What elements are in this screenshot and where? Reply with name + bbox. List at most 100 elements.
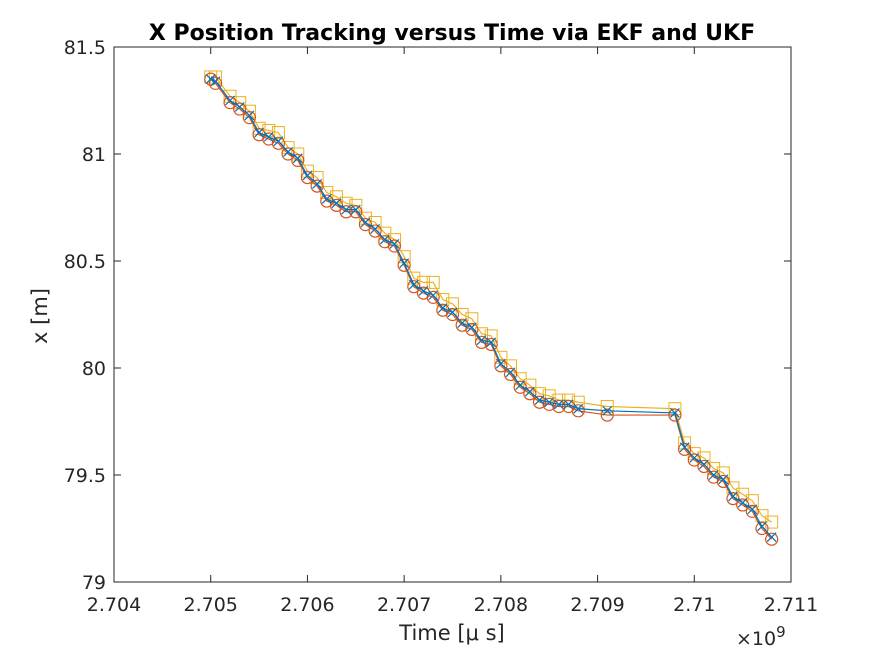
- truth-point: [234, 101, 245, 112]
- ekf-point: [426, 290, 440, 304]
- y-axis-label: x [m]: [28, 288, 52, 344]
- truth-point: [728, 491, 738, 502]
- truth-point: [466, 322, 477, 333]
- truth-point: [244, 110, 255, 121]
- y-tick-label: 80: [82, 358, 106, 380]
- truth-point: [766, 532, 777, 542]
- truth-point: [544, 397, 555, 408]
- ekf-point: [697, 459, 711, 474]
- truth-point: [708, 470, 719, 480]
- truth-point: [302, 170, 313, 181]
- x-tick-label: 2.706: [280, 594, 334, 616]
- truth-point: [524, 386, 535, 397]
- ekf-point: [271, 136, 286, 150]
- truth-point: [283, 146, 294, 157]
- truth-point: [437, 303, 448, 314]
- truth-point: [747, 504, 758, 515]
- truth-point: [273, 136, 284, 147]
- x-exponent-power: 9: [776, 623, 786, 641]
- axes-box: [113, 46, 792, 583]
- truth-point: [399, 258, 410, 269]
- ekf-point: [745, 504, 759, 518]
- ukf-point: [600, 400, 614, 414]
- truth-point: [505, 367, 516, 378]
- ekf-point: [678, 442, 692, 456]
- y-tick-label: 79: [82, 572, 106, 594]
- ekf-point: [523, 387, 537, 401]
- truth-point: [379, 234, 390, 245]
- ekf-point: [494, 359, 508, 373]
- ekf-point: [755, 521, 769, 536]
- y-tick-label: 81.5: [64, 37, 106, 59]
- truth-point: [408, 279, 419, 290]
- truth-point: [486, 337, 497, 348]
- chart-title: X Position Tracking versus Time via EKF …: [149, 21, 755, 46]
- x-axis: 2.704 2.705 2.706 2.707 2.708 2.709 2.71 2.711: [87, 47, 818, 616]
- ekf-point: [397, 258, 411, 272]
- ekf-point: [349, 205, 363, 219]
- truth-point: [263, 131, 274, 142]
- truth-point: [689, 452, 700, 463]
- truth-point: [428, 290, 439, 301]
- ekf-series-line: [210, 78, 773, 540]
- y-axis: 79 79.5 80 80.5 81 81.5: [64, 37, 791, 594]
- truth-point: [254, 127, 264, 138]
- ekf-point: [445, 307, 460, 322]
- ekf-point: [465, 322, 479, 337]
- truth-point: [292, 153, 303, 164]
- ekf-point: [668, 408, 682, 422]
- truth-point: [534, 395, 545, 406]
- ukf-point: [426, 275, 440, 289]
- truth-point: [602, 405, 613, 416]
- ekf-point: [339, 205, 353, 219]
- truth-series: [205, 74, 777, 542]
- ekf-point: [291, 153, 305, 168]
- x-tick-label: 2.708: [474, 594, 528, 616]
- ukf-point: [455, 308, 469, 321]
- x-axis-label: Time [μ s]: [398, 621, 504, 645]
- truth-point: [350, 204, 361, 215]
- truth-point: [573, 403, 584, 414]
- y-tick-label: 81: [82, 144, 106, 166]
- x-tick-label: 2.707: [377, 594, 431, 616]
- truth-point: [321, 194, 332, 204]
- truth-point: [205, 74, 216, 85]
- ekf-point: [368, 224, 382, 238]
- truth-point: [563, 399, 574, 410]
- ekf-point: [242, 111, 256, 125]
- plot-area: [113, 46, 792, 583]
- truth-point: [757, 521, 767, 532]
- truth-point: [737, 497, 748, 508]
- truth-point: [225, 95, 235, 106]
- y-tick-label: 79.5: [64, 465, 106, 487]
- truth-point: [447, 307, 458, 318]
- x-tick-label: 2.711: [764, 594, 818, 616]
- ekf-point: [204, 72, 218, 86]
- x-exponent-label: ×109: [736, 623, 786, 650]
- x-tick-label: 2.705: [184, 594, 238, 616]
- x-exponent-base: ×10: [736, 628, 776, 650]
- x-tick-label: 2.709: [570, 594, 624, 616]
- ekf-point: [716, 474, 730, 489]
- truth-point: [370, 223, 381, 234]
- ekf-point: [571, 404, 585, 418]
- ekf-point: [387, 239, 402, 253]
- truth-point: [331, 198, 342, 209]
- truth-point: [418, 286, 429, 296]
- x-tick-label: 2.704: [87, 594, 141, 616]
- ekf-point: [474, 335, 489, 349]
- truth-point: [389, 238, 400, 249]
- truth-point: [515, 380, 526, 391]
- truth-point: [553, 399, 564, 410]
- y-tick-label: 80.5: [64, 251, 106, 273]
- truth-point: [495, 358, 506, 369]
- truth-point: [679, 442, 690, 453]
- x-tick-label: 2.71: [673, 594, 715, 616]
- truth-point: [670, 408, 680, 418]
- ekf-point: [600, 408, 614, 422]
- truth-point: [457, 318, 468, 328]
- truth-point: [312, 179, 323, 189]
- truth-point: [210, 76, 221, 87]
- truth-point: [360, 217, 371, 228]
